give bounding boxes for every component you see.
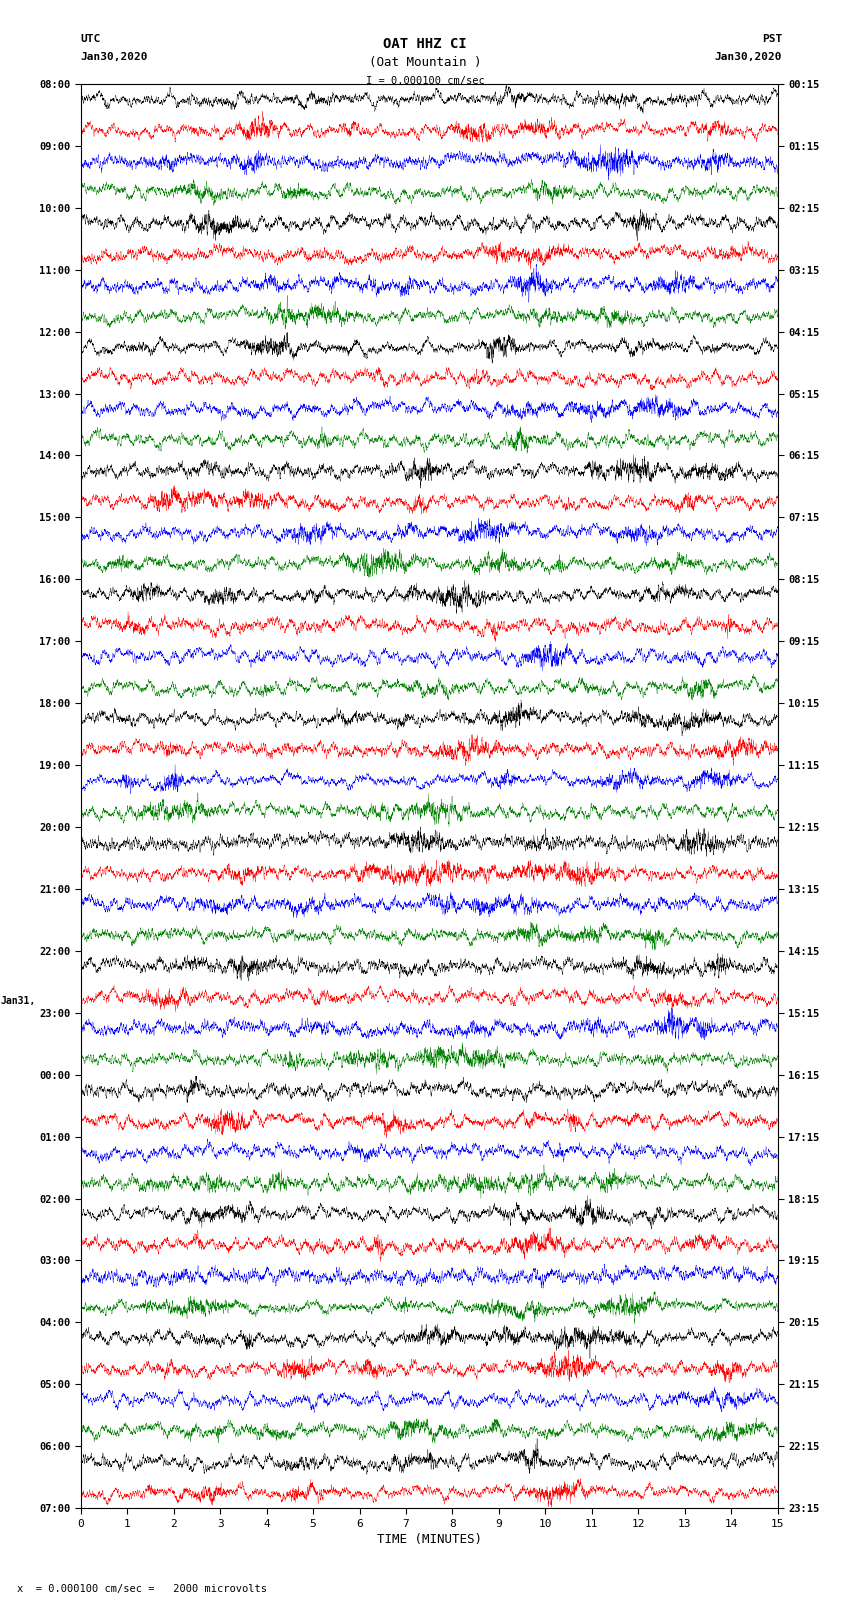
Text: Jan30,2020: Jan30,2020 [715,52,782,61]
Text: x  = 0.000100 cm/sec =   2000 microvolts: x = 0.000100 cm/sec = 2000 microvolts [17,1584,267,1594]
Text: (Oat Mountain ): (Oat Mountain ) [369,56,481,69]
Text: I = 0.000100 cm/sec: I = 0.000100 cm/sec [366,76,484,85]
Text: OAT HHZ CI: OAT HHZ CI [383,37,467,52]
X-axis label: TIME (MINUTES): TIME (MINUTES) [377,1532,482,1545]
Text: Jan31,: Jan31, [0,997,36,1007]
Text: UTC: UTC [81,34,101,44]
Text: PST: PST [762,34,782,44]
Text: Jan30,2020: Jan30,2020 [81,52,148,61]
